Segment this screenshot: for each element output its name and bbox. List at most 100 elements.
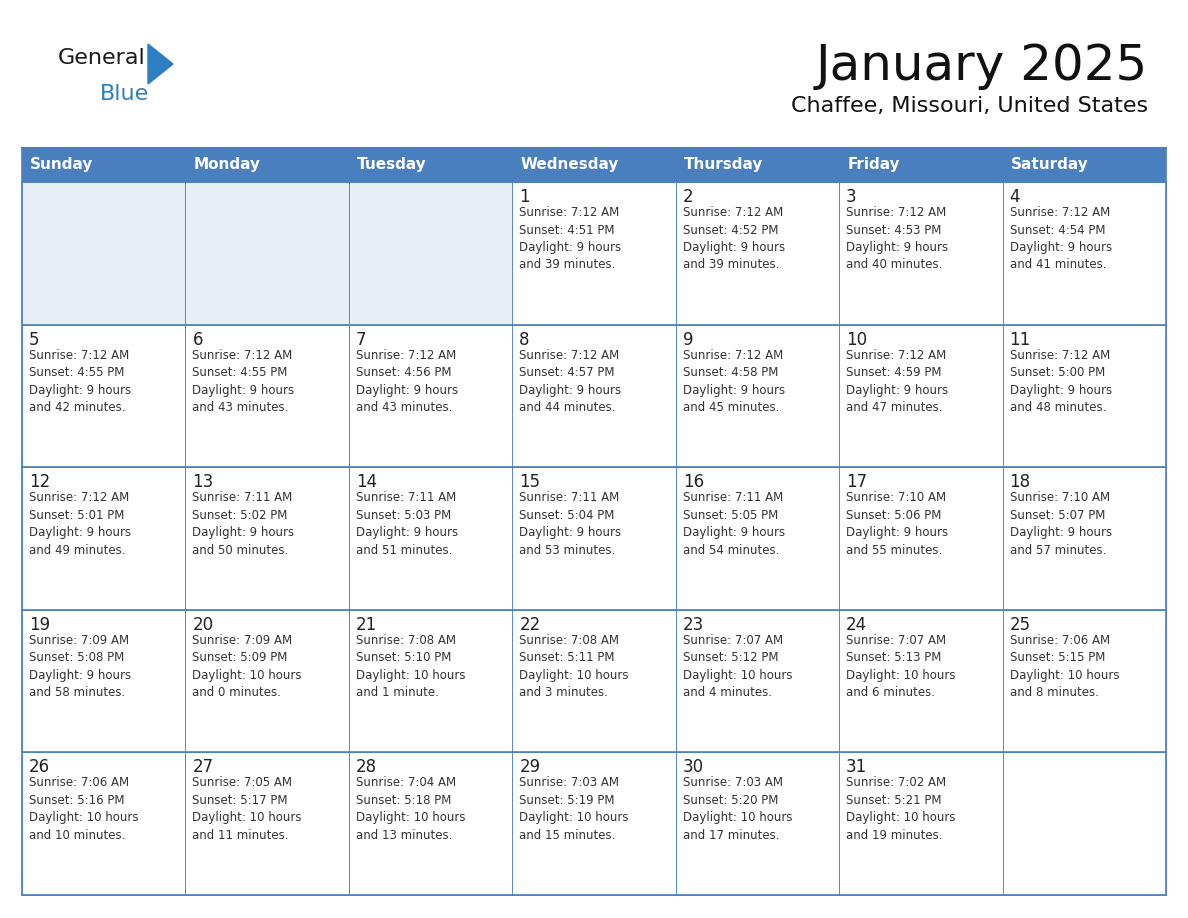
FancyBboxPatch shape (676, 148, 839, 182)
Text: 16: 16 (683, 473, 703, 491)
Text: Sunrise: 7:12 AM
Sunset: 4:55 PM
Daylight: 9 hours
and 42 minutes.: Sunrise: 7:12 AM Sunset: 4:55 PM Dayligh… (29, 349, 131, 414)
FancyBboxPatch shape (349, 148, 512, 182)
Text: 18: 18 (1010, 473, 1031, 491)
FancyBboxPatch shape (23, 610, 185, 753)
Text: 22: 22 (519, 616, 541, 633)
FancyBboxPatch shape (1003, 753, 1165, 895)
Text: Friday: Friday (847, 158, 899, 173)
FancyBboxPatch shape (349, 610, 512, 753)
Text: Sunrise: 7:12 AM
Sunset: 4:59 PM
Daylight: 9 hours
and 47 minutes.: Sunrise: 7:12 AM Sunset: 4:59 PM Dayligh… (846, 349, 948, 414)
Text: Sunrise: 7:03 AM
Sunset: 5:19 PM
Daylight: 10 hours
and 15 minutes.: Sunrise: 7:03 AM Sunset: 5:19 PM Dayligh… (519, 777, 628, 842)
FancyBboxPatch shape (839, 148, 1003, 182)
FancyBboxPatch shape (1003, 325, 1165, 467)
Text: 15: 15 (519, 473, 541, 491)
Text: Sunrise: 7:12 AM
Sunset: 5:00 PM
Daylight: 9 hours
and 48 minutes.: Sunrise: 7:12 AM Sunset: 5:00 PM Dayligh… (1010, 349, 1112, 414)
Text: 17: 17 (846, 473, 867, 491)
FancyBboxPatch shape (23, 148, 185, 182)
Text: Blue: Blue (100, 84, 150, 104)
FancyBboxPatch shape (1003, 182, 1165, 325)
Text: Sunrise: 7:12 AM
Sunset: 4:56 PM
Daylight: 9 hours
and 43 minutes.: Sunrise: 7:12 AM Sunset: 4:56 PM Dayligh… (356, 349, 459, 414)
FancyBboxPatch shape (1003, 148, 1165, 182)
Text: Thursday: Thursday (684, 158, 763, 173)
FancyBboxPatch shape (185, 753, 349, 895)
Text: Sunrise: 7:08 AM
Sunset: 5:11 PM
Daylight: 10 hours
and 3 minutes.: Sunrise: 7:08 AM Sunset: 5:11 PM Dayligh… (519, 633, 628, 700)
Text: Sunday: Sunday (30, 158, 94, 173)
FancyBboxPatch shape (512, 610, 676, 753)
Text: 25: 25 (1010, 616, 1031, 633)
Text: Sunrise: 7:11 AM
Sunset: 5:04 PM
Daylight: 9 hours
and 53 minutes.: Sunrise: 7:11 AM Sunset: 5:04 PM Dayligh… (519, 491, 621, 556)
Text: Sunrise: 7:05 AM
Sunset: 5:17 PM
Daylight: 10 hours
and 11 minutes.: Sunrise: 7:05 AM Sunset: 5:17 PM Dayligh… (192, 777, 302, 842)
Text: Monday: Monday (194, 158, 260, 173)
Text: Sunrise: 7:11 AM
Sunset: 5:02 PM
Daylight: 9 hours
and 50 minutes.: Sunrise: 7:11 AM Sunset: 5:02 PM Dayligh… (192, 491, 295, 556)
FancyBboxPatch shape (676, 182, 839, 325)
Text: 29: 29 (519, 758, 541, 777)
Text: 19: 19 (29, 616, 50, 633)
FancyBboxPatch shape (512, 467, 676, 610)
FancyBboxPatch shape (512, 182, 676, 325)
FancyBboxPatch shape (676, 753, 839, 895)
Text: 13: 13 (192, 473, 214, 491)
Text: Sunrise: 7:09 AM
Sunset: 5:09 PM
Daylight: 10 hours
and 0 minutes.: Sunrise: 7:09 AM Sunset: 5:09 PM Dayligh… (192, 633, 302, 700)
Text: Sunrise: 7:12 AM
Sunset: 4:52 PM
Daylight: 9 hours
and 39 minutes.: Sunrise: 7:12 AM Sunset: 4:52 PM Dayligh… (683, 206, 785, 272)
FancyBboxPatch shape (839, 610, 1003, 753)
FancyBboxPatch shape (1003, 467, 1165, 610)
FancyBboxPatch shape (349, 325, 512, 467)
Text: 11: 11 (1010, 330, 1031, 349)
Text: Sunrise: 7:12 AM
Sunset: 4:58 PM
Daylight: 9 hours
and 45 minutes.: Sunrise: 7:12 AM Sunset: 4:58 PM Dayligh… (683, 349, 785, 414)
Text: 30: 30 (683, 758, 703, 777)
Text: 1: 1 (519, 188, 530, 206)
Text: 23: 23 (683, 616, 704, 633)
FancyBboxPatch shape (349, 753, 512, 895)
Text: Wednesday: Wednesday (520, 158, 619, 173)
Text: 26: 26 (29, 758, 50, 777)
Text: Sunrise: 7:12 AM
Sunset: 4:54 PM
Daylight: 9 hours
and 41 minutes.: Sunrise: 7:12 AM Sunset: 4:54 PM Dayligh… (1010, 206, 1112, 272)
Text: Sunrise: 7:06 AM
Sunset: 5:16 PM
Daylight: 10 hours
and 10 minutes.: Sunrise: 7:06 AM Sunset: 5:16 PM Dayligh… (29, 777, 139, 842)
Text: 9: 9 (683, 330, 694, 349)
Text: Sunrise: 7:10 AM
Sunset: 5:07 PM
Daylight: 9 hours
and 57 minutes.: Sunrise: 7:10 AM Sunset: 5:07 PM Dayligh… (1010, 491, 1112, 556)
Text: 2: 2 (683, 188, 694, 206)
Text: Tuesday: Tuesday (356, 158, 426, 173)
Text: 12: 12 (29, 473, 50, 491)
Text: January 2025: January 2025 (816, 42, 1148, 90)
Text: 14: 14 (356, 473, 377, 491)
Text: Chaffee, Missouri, United States: Chaffee, Missouri, United States (791, 96, 1148, 116)
FancyBboxPatch shape (349, 182, 512, 325)
FancyBboxPatch shape (185, 610, 349, 753)
Polygon shape (148, 44, 173, 84)
FancyBboxPatch shape (185, 182, 349, 325)
FancyBboxPatch shape (512, 325, 676, 467)
Text: 4: 4 (1010, 188, 1020, 206)
FancyBboxPatch shape (676, 325, 839, 467)
Text: 6: 6 (192, 330, 203, 349)
FancyBboxPatch shape (512, 753, 676, 895)
Text: 3: 3 (846, 188, 857, 206)
Text: 31: 31 (846, 758, 867, 777)
FancyBboxPatch shape (839, 753, 1003, 895)
Text: Sunrise: 7:12 AM
Sunset: 4:51 PM
Daylight: 9 hours
and 39 minutes.: Sunrise: 7:12 AM Sunset: 4:51 PM Dayligh… (519, 206, 621, 272)
FancyBboxPatch shape (512, 148, 676, 182)
Text: Sunrise: 7:09 AM
Sunset: 5:08 PM
Daylight: 9 hours
and 58 minutes.: Sunrise: 7:09 AM Sunset: 5:08 PM Dayligh… (29, 633, 131, 700)
Text: Sunrise: 7:08 AM
Sunset: 5:10 PM
Daylight: 10 hours
and 1 minute.: Sunrise: 7:08 AM Sunset: 5:10 PM Dayligh… (356, 633, 466, 700)
Text: 24: 24 (846, 616, 867, 633)
FancyBboxPatch shape (23, 467, 185, 610)
FancyBboxPatch shape (185, 148, 349, 182)
FancyBboxPatch shape (23, 182, 185, 325)
Text: Sunrise: 7:06 AM
Sunset: 5:15 PM
Daylight: 10 hours
and 8 minutes.: Sunrise: 7:06 AM Sunset: 5:15 PM Dayligh… (1010, 633, 1119, 700)
Text: Sunrise: 7:12 AM
Sunset: 4:55 PM
Daylight: 9 hours
and 43 minutes.: Sunrise: 7:12 AM Sunset: 4:55 PM Dayligh… (192, 349, 295, 414)
FancyBboxPatch shape (185, 325, 349, 467)
Text: Sunrise: 7:12 AM
Sunset: 4:53 PM
Daylight: 9 hours
and 40 minutes.: Sunrise: 7:12 AM Sunset: 4:53 PM Dayligh… (846, 206, 948, 272)
FancyBboxPatch shape (676, 610, 839, 753)
Text: Saturday: Saturday (1011, 158, 1088, 173)
Text: Sunrise: 7:12 AM
Sunset: 4:57 PM
Daylight: 9 hours
and 44 minutes.: Sunrise: 7:12 AM Sunset: 4:57 PM Dayligh… (519, 349, 621, 414)
Text: 20: 20 (192, 616, 214, 633)
Text: Sunrise: 7:10 AM
Sunset: 5:06 PM
Daylight: 9 hours
and 55 minutes.: Sunrise: 7:10 AM Sunset: 5:06 PM Dayligh… (846, 491, 948, 556)
FancyBboxPatch shape (676, 467, 839, 610)
FancyBboxPatch shape (349, 467, 512, 610)
Text: Sunrise: 7:04 AM
Sunset: 5:18 PM
Daylight: 10 hours
and 13 minutes.: Sunrise: 7:04 AM Sunset: 5:18 PM Dayligh… (356, 777, 466, 842)
Text: Sunrise: 7:11 AM
Sunset: 5:05 PM
Daylight: 9 hours
and 54 minutes.: Sunrise: 7:11 AM Sunset: 5:05 PM Dayligh… (683, 491, 785, 556)
FancyBboxPatch shape (23, 753, 185, 895)
Text: 8: 8 (519, 330, 530, 349)
FancyBboxPatch shape (185, 467, 349, 610)
FancyBboxPatch shape (839, 467, 1003, 610)
Text: Sunrise: 7:12 AM
Sunset: 5:01 PM
Daylight: 9 hours
and 49 minutes.: Sunrise: 7:12 AM Sunset: 5:01 PM Dayligh… (29, 491, 131, 556)
